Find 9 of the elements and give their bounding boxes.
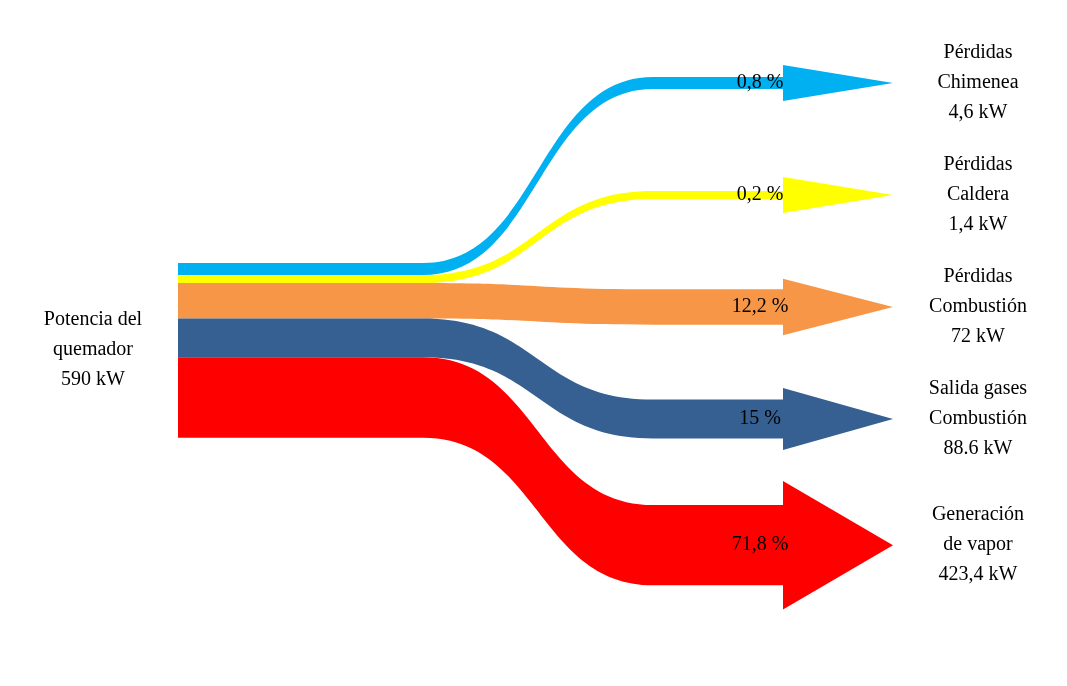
text: Potencia del quemador 590 kW <box>43 306 143 389</box>
data-label: 15 % <box>739 405 781 428</box>
category-label: Salida gases Combustión 88.6 kW <box>928 375 1028 458</box>
data-label: 12,2 % <box>731 293 789 316</box>
category-label: Pérdidas Chimenea 4,6 kW <box>937 39 1019 122</box>
category-label: Pérdidas Caldera 1,4 kW <box>943 151 1013 234</box>
category-label: Pérdidas Combustión 72 kW <box>929 263 1027 346</box>
category-label: Generación de vapor 423,4 kW <box>931 501 1025 584</box>
data-label: 71,8 % <box>731 531 789 554</box>
